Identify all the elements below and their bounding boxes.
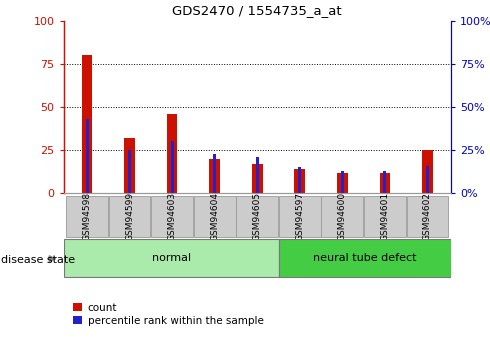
FancyBboxPatch shape — [279, 239, 451, 277]
Bar — [422, 150, 433, 193]
Text: GSM94602: GSM94602 — [423, 192, 432, 241]
Text: GSM94605: GSM94605 — [253, 192, 262, 241]
FancyBboxPatch shape — [194, 196, 236, 237]
Bar — [209, 159, 220, 193]
Bar — [426, 166, 429, 193]
Bar — [82, 55, 93, 193]
Bar — [341, 171, 344, 193]
Bar — [128, 150, 131, 193]
Bar — [213, 154, 216, 193]
Bar — [383, 171, 386, 193]
FancyBboxPatch shape — [364, 196, 406, 237]
Bar — [337, 172, 347, 193]
FancyBboxPatch shape — [64, 239, 279, 277]
Bar — [256, 157, 259, 193]
FancyBboxPatch shape — [109, 196, 150, 237]
Text: GSM94597: GSM94597 — [295, 192, 304, 241]
Text: neural tube defect: neural tube defect — [313, 253, 416, 263]
Text: GSM94604: GSM94604 — [210, 192, 219, 241]
Text: GSM94598: GSM94598 — [83, 192, 92, 241]
Bar — [171, 141, 173, 193]
Text: GSM94603: GSM94603 — [168, 192, 177, 241]
Bar — [124, 138, 135, 193]
Bar — [294, 169, 305, 193]
FancyBboxPatch shape — [321, 196, 363, 237]
FancyBboxPatch shape — [236, 196, 278, 237]
Text: disease state: disease state — [1, 256, 75, 265]
Bar — [167, 114, 177, 193]
Bar — [380, 172, 390, 193]
Bar — [252, 164, 263, 193]
FancyBboxPatch shape — [279, 196, 320, 237]
FancyBboxPatch shape — [151, 196, 193, 237]
Text: normal: normal — [152, 253, 191, 263]
FancyBboxPatch shape — [407, 196, 448, 237]
Title: GDS2470 / 1554735_a_at: GDS2470 / 1554735_a_at — [172, 4, 342, 17]
Legend: count, percentile rank within the sample: count, percentile rank within the sample — [69, 298, 268, 330]
Bar — [86, 119, 89, 193]
Text: GSM94599: GSM94599 — [125, 192, 134, 241]
Text: GSM94600: GSM94600 — [338, 192, 347, 241]
FancyBboxPatch shape — [66, 196, 108, 237]
Bar — [298, 167, 301, 193]
Text: GSM94601: GSM94601 — [380, 192, 390, 241]
